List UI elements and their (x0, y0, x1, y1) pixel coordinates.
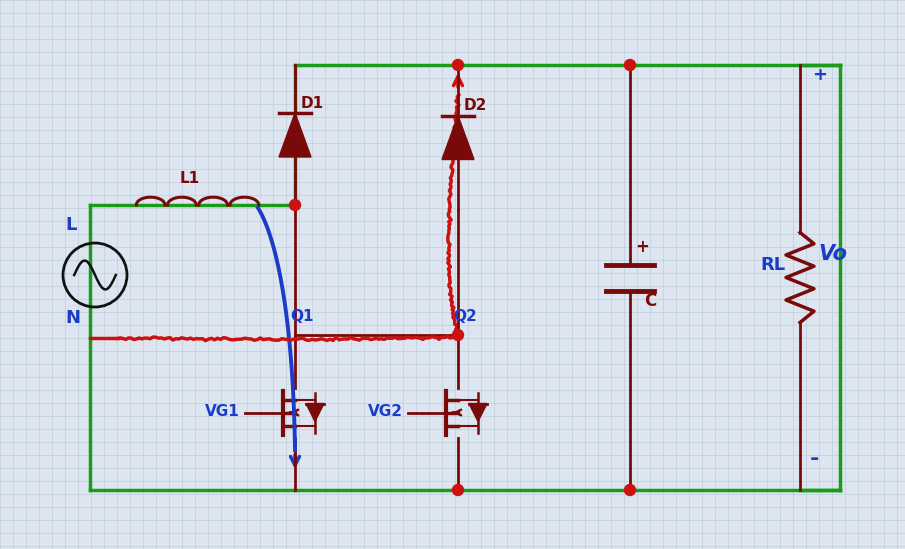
Circle shape (452, 59, 463, 70)
Text: D2: D2 (464, 98, 488, 114)
Text: +: + (812, 66, 827, 84)
Text: N: N (65, 309, 80, 327)
Text: VG1: VG1 (205, 405, 240, 419)
Text: C: C (644, 293, 656, 311)
Polygon shape (306, 404, 324, 422)
Circle shape (290, 199, 300, 210)
Text: RL: RL (760, 255, 786, 273)
Polygon shape (469, 404, 487, 422)
Text: Q1: Q1 (290, 309, 313, 324)
Text: Vo: Vo (818, 244, 847, 264)
Text: VG2: VG2 (368, 405, 403, 419)
Text: +: + (635, 238, 649, 256)
Circle shape (452, 485, 463, 496)
Text: L1: L1 (180, 171, 200, 186)
Text: L: L (65, 216, 76, 234)
Text: D1: D1 (301, 96, 324, 111)
Circle shape (452, 329, 463, 340)
Circle shape (624, 485, 635, 496)
Circle shape (624, 59, 635, 70)
Polygon shape (279, 113, 311, 157)
Polygon shape (442, 115, 474, 160)
Text: -: - (810, 449, 819, 469)
Text: Q2: Q2 (453, 309, 477, 324)
